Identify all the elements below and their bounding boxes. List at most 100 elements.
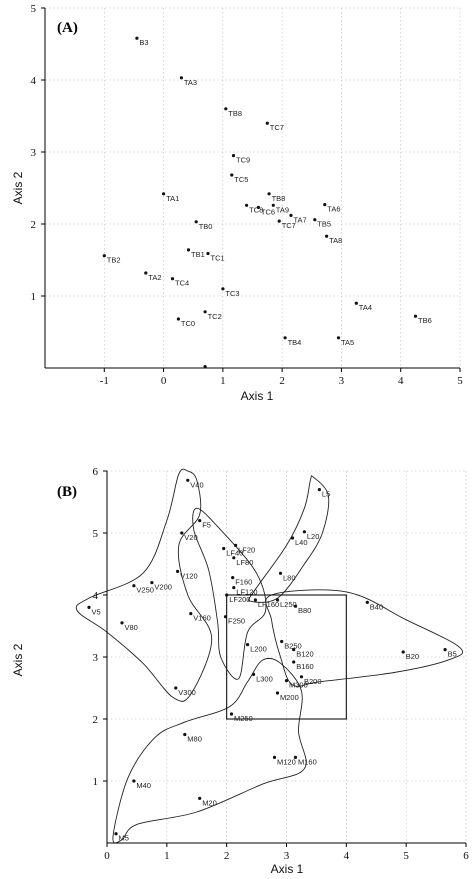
panel-a-point-15	[194, 220, 198, 224]
panel-b-point-label-3: V20	[184, 533, 197, 542]
panel-b-point-label-21: F250	[228, 617, 245, 626]
panel-b-point-label-22: V160	[193, 614, 211, 623]
panel-a-point-label-28: TA5	[341, 338, 354, 347]
panel-b-point-label-9: V120	[180, 571, 198, 580]
panel-b-point-41	[114, 832, 118, 836]
panel-b-point-14	[232, 586, 236, 590]
panel-a-ytick-label-4: 5	[31, 3, 37, 15]
panel-b-point-label-38: M160	[298, 757, 317, 766]
panel-a-point-label-8: TC8	[249, 205, 263, 214]
panel-a-ytick-label-1: 2	[31, 219, 37, 231]
panel-a-point-29	[203, 365, 207, 369]
panel-a-ticks: -1 0 1 2 3 4 5 1 2 3 4 5	[31, 3, 464, 387]
panel-b-ytick-label-0: 1	[93, 776, 99, 788]
panel-b-point-label-6: LF20	[238, 545, 255, 554]
panel-b-ytick-label-3: 4	[93, 590, 99, 602]
panel-b-point-11	[231, 576, 235, 580]
panel-b-point-label-12: V250	[136, 586, 154, 595]
panel-b-point-15	[225, 593, 229, 597]
panel-a-point-14	[277, 219, 281, 223]
panel-b-group-outline-0	[75, 468, 213, 702]
panel-b-point-17	[275, 598, 280, 602]
panel-b-xtick-label-1: 1	[164, 850, 170, 862]
panel-a-point-label-14: TC7	[282, 221, 296, 230]
panel-b-point-20	[87, 605, 91, 610]
panel-b-xtick-label-5: 5	[403, 850, 409, 862]
panel-b-point-9	[176, 569, 180, 574]
panel-a-point-17	[186, 248, 191, 252]
panel-a-xtick-label-0: -1	[100, 375, 109, 387]
panel-a-point-0	[135, 36, 139, 40]
panel-a-ytick-label-0: 1	[31, 291, 37, 303]
panel-b-point-label-14: LF120	[236, 588, 257, 597]
panel-b-ticks: 0 1 2 3 4 5 6 1 2 3 4 5 6	[93, 466, 470, 862]
panel-b-point-label-0: V40	[190, 480, 203, 489]
panel-b-group-outline-4	[112, 657, 307, 844]
panel-b-point-7	[222, 546, 226, 551]
panel-a-axes	[44, 8, 460, 369]
panel-b-point-30	[252, 672, 256, 677]
panel-b-point-label-19: B40	[370, 602, 383, 611]
panel-a-xtick-label-4: 3	[339, 375, 345, 387]
panel-b-ylabel: Axis 2	[11, 643, 25, 676]
panel-a-point-label-17: TB1	[191, 250, 205, 259]
panel-a-point-label-3: TC7	[270, 123, 284, 132]
panel-a-point-25	[413, 314, 418, 318]
panel-a-point-label-10: TA9	[276, 205, 289, 214]
panel-a-point-16	[325, 234, 329, 238]
panel-a-point-28	[336, 336, 341, 340]
panel-b-point-13	[150, 581, 154, 585]
panel-b-point-label-15: LF200	[229, 595, 250, 604]
panel-a-point-label-9: TC6	[261, 207, 275, 216]
panel-b-highlight-box	[226, 594, 347, 720]
panel-a-point-label-1: TA3	[184, 78, 197, 87]
panel-b-point-4	[302, 530, 306, 534]
panel-a-point-label-18: TC1	[211, 254, 225, 263]
panel-b-point-label-10: L80	[283, 573, 296, 582]
panel-b-point-40	[198, 796, 202, 801]
panel-b-group-outline-2	[247, 475, 330, 603]
panel-a-point-3	[265, 121, 269, 125]
panel-b-xtick-label-2: 2	[224, 850, 230, 862]
panel-b-point-label-24: L200	[250, 645, 267, 654]
panel-b-point-28	[443, 648, 447, 652]
panel-a-point-label-22: TC3	[225, 289, 239, 298]
panel-a-point-label-27: TB4	[288, 338, 302, 347]
panel-b-point-label-26: B120	[296, 650, 314, 659]
panel-a-label: (A)	[57, 20, 78, 36]
panel-a-ylabel: Axis 2	[11, 171, 25, 204]
panel-a-point-label-19: TB2	[107, 256, 121, 265]
panel-b-point-22	[189, 612, 193, 616]
panel-a-xtick-label-6: 5	[457, 375, 463, 387]
panel-b-point-6	[234, 543, 238, 548]
panel-b-point-16	[253, 598, 257, 602]
panel-a-point-7	[162, 192, 166, 196]
panel-b-point-37	[272, 755, 277, 760]
panel-b-point-label-16: LF160	[258, 600, 279, 609]
panel-a-point-1	[179, 76, 183, 80]
panel-a-point-23	[354, 301, 358, 305]
panel-b-group-outline-3	[265, 589, 464, 687]
panel-b-xtick-label-4: 4	[344, 850, 350, 862]
panel-b-point-label-23: V80	[125, 623, 138, 632]
panel-b-point-0	[186, 478, 190, 482]
panel-b-ytick-label-4: 5	[93, 528, 99, 540]
panel-b-point-32	[284, 679, 289, 683]
panel-b-point-25	[280, 639, 284, 644]
panel-a-point-21	[170, 277, 175, 281]
panel-a-point-label-16: TA8	[329, 236, 342, 245]
panel-a-point-12	[289, 213, 293, 217]
panel-b-point-18	[293, 604, 298, 608]
panel-a-point-label-23: TA4	[359, 303, 372, 312]
panel-b-point-38	[293, 755, 298, 760]
panel-a-xlabel: Axis 1	[241, 389, 274, 403]
panel-a-point-10	[271, 203, 275, 207]
panel-b-point-34	[275, 691, 280, 695]
panel-b-point-35	[229, 712, 234, 716]
panel-a-xtick-label-3: 2	[279, 375, 285, 387]
panel-a-point-label-4: TC9	[236, 156, 250, 165]
panel-b-point-label-31: B200	[304, 677, 322, 686]
panel-a-point-6	[267, 192, 271, 196]
